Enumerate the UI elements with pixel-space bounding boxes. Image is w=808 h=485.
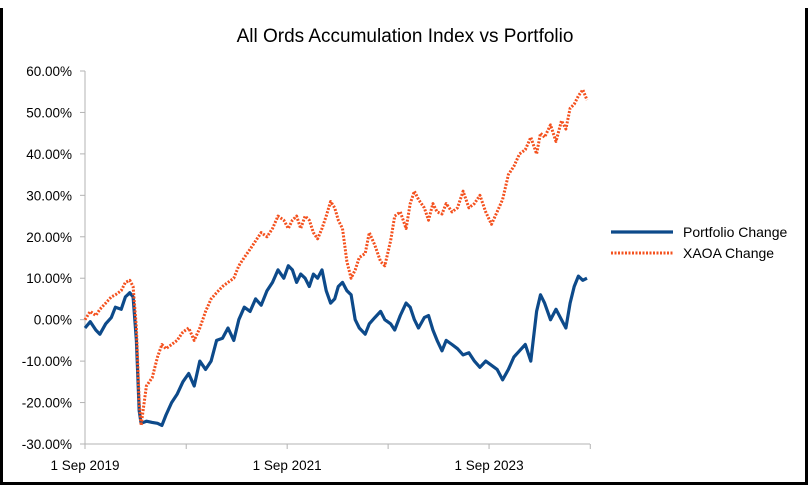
y-tick-label: -30.00% [22, 437, 72, 452]
chart-title: All Ords Accumulation Index vs Portfolio [237, 26, 574, 47]
y-tick-label: 0.00% [34, 313, 72, 328]
series-line-xaoa [83, 88, 589, 427]
x-tick-label: 1 Sep 2021 [253, 458, 322, 473]
y-tick-label: -20.00% [22, 396, 72, 411]
series-lines [83, 88, 589, 427]
series-line-portfolio [83, 264, 588, 427]
y-tick-label: 60.00% [26, 64, 72, 79]
x-tick-label: 1 Sep 2019 [50, 458, 119, 473]
x-tick-label: 1 Sep 2023 [455, 458, 524, 473]
top-strip [0, 0, 808, 8]
y-tick-label: -10.00% [22, 354, 72, 369]
x-axis: 1 Sep 2019 1 Sep 2021 1 Sep 2023 [50, 443, 591, 473]
y-axis: 60.00% 50.00% 40.00% 30.00% 20.00% 10.00% 0.00… [22, 64, 86, 452]
y-tick-label: 40.00% [26, 147, 72, 162]
y-tick-label: 30.00% [26, 188, 72, 203]
legend-label: XAOA Change [683, 245, 774, 261]
legend: Portfolio Change XAOA Change [611, 224, 788, 261]
y-tick-label: 50.00% [26, 105, 72, 120]
legend-label: Portfolio Change [683, 224, 788, 240]
y-tick-label: 10.00% [26, 271, 72, 286]
y-tick-label: 20.00% [26, 230, 72, 245]
